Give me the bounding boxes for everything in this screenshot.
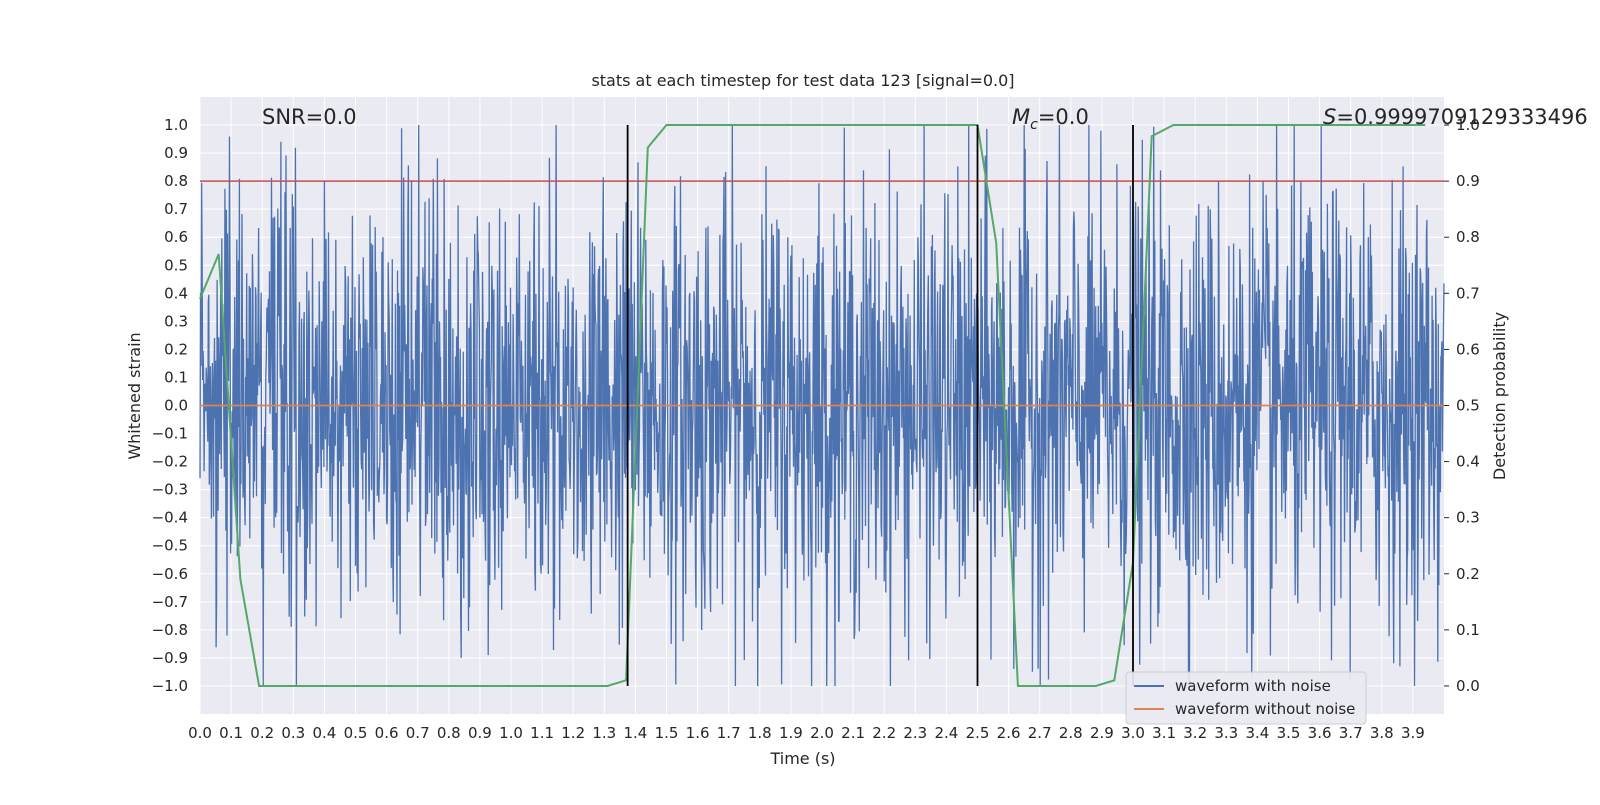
x-tick-label: 0.3 bbox=[281, 724, 305, 742]
y-tick-label: −1.0 bbox=[152, 677, 188, 695]
mc-value: =0.0 bbox=[1038, 105, 1089, 129]
x-tick-label: 3.5 bbox=[1277, 724, 1301, 742]
x-tick-label: 2.1 bbox=[841, 724, 865, 742]
y-tick-label: 0.4 bbox=[164, 284, 188, 302]
s-value: =0.9999709129333496 bbox=[1336, 105, 1587, 129]
x-tick-label: 1.4 bbox=[623, 724, 647, 742]
x-tick-label: 3.2 bbox=[1183, 724, 1207, 742]
y2-tick-label: 0.5 bbox=[1456, 397, 1480, 415]
y2-tick-label: 0.7 bbox=[1456, 284, 1480, 302]
x-tick-label: 0.5 bbox=[344, 724, 368, 742]
s-symbol: S bbox=[1323, 105, 1336, 129]
x-tick-label: 2.9 bbox=[1090, 724, 1114, 742]
y-tick-label: 0.6 bbox=[164, 228, 188, 246]
x-tick-label: 1.2 bbox=[561, 724, 585, 742]
x-tick-label: 3.4 bbox=[1245, 724, 1269, 742]
y-tick-label: −0.1 bbox=[152, 425, 188, 443]
noisy-waveform-line bbox=[199, 124, 1445, 687]
y2-tick-label: 0.3 bbox=[1456, 509, 1480, 527]
y-tick-label: −0.9 bbox=[152, 649, 188, 667]
snr-annotation: SNR=0.0 bbox=[262, 105, 357, 129]
x-axis-label: Time (s) bbox=[769, 749, 835, 768]
y-tick-label: −0.6 bbox=[152, 565, 188, 583]
y-tick-label: 0.2 bbox=[164, 340, 188, 358]
y-axis-label: Whitened strain bbox=[125, 332, 144, 459]
y2-tick-label: 0.9 bbox=[1456, 172, 1480, 190]
y2-tick-label: 0.4 bbox=[1456, 453, 1480, 471]
x-tick-label: 3.7 bbox=[1339, 724, 1363, 742]
x-tick-label: 3.0 bbox=[1121, 724, 1145, 742]
x-tick-label: 0.0 bbox=[188, 724, 212, 742]
legend-label-noisy: waveform with noise bbox=[1175, 677, 1331, 695]
x-tick-label: 1.6 bbox=[686, 724, 710, 742]
x-tick-label: 0.2 bbox=[250, 724, 274, 742]
x-tick-label: 3.6 bbox=[1308, 724, 1332, 742]
x-tick-label: 2.7 bbox=[1028, 724, 1052, 742]
legend-label-clean: waveform without noise bbox=[1175, 700, 1355, 718]
y-tick-label: −0.5 bbox=[152, 537, 188, 555]
x-tick-label: 1.3 bbox=[592, 724, 616, 742]
y2-tick-label: 0.6 bbox=[1456, 340, 1480, 358]
x-tick-label: 3.1 bbox=[1152, 724, 1176, 742]
mc-annotation: Mc=0.0 bbox=[1012, 105, 1089, 133]
y-tick-label: 0.7 bbox=[164, 200, 188, 218]
x-tick-label: 0.7 bbox=[406, 724, 430, 742]
x-tick-label: 2.8 bbox=[1059, 724, 1083, 742]
y-tick-label: −0.3 bbox=[152, 481, 188, 499]
x-tick-label: 1.9 bbox=[779, 724, 803, 742]
x-tick-label: 2.5 bbox=[966, 724, 990, 742]
mc-subscript: c bbox=[1030, 117, 1038, 133]
x-tick-label: 0.4 bbox=[312, 724, 336, 742]
legend-box bbox=[1125, 671, 1367, 725]
plot-content bbox=[199, 124, 1445, 687]
y2-axis-label: Detection probability bbox=[1490, 312, 1509, 480]
y2-tick-label: 0.1 bbox=[1456, 621, 1480, 639]
y2-tick-label: 0.8 bbox=[1456, 228, 1480, 246]
y2-tick-label: 0.2 bbox=[1456, 565, 1480, 583]
chart-title: stats at each timestep for test data 123… bbox=[591, 71, 1014, 90]
x-tick-label: 1.0 bbox=[499, 724, 523, 742]
x-tick-label: 1.7 bbox=[717, 724, 741, 742]
y-tick-label: 0.1 bbox=[164, 368, 188, 386]
ticks: 0.0 0.1 0.2 0.3 0.4 0.5 0.6 0.7 0.8 0.9 1.0 1.1 1.2 1… bbox=[152, 116, 1480, 742]
x-tick-label: 2.2 bbox=[872, 724, 896, 742]
y-tick-label: 0.8 bbox=[164, 172, 188, 190]
y2-tick-label: 0.0 bbox=[1456, 677, 1480, 695]
x-tick-label: 2.3 bbox=[903, 724, 927, 742]
x-tick-label: 2.0 bbox=[810, 724, 834, 742]
x-tick-label: 2.6 bbox=[997, 724, 1021, 742]
x-tick-label: 1.5 bbox=[655, 724, 679, 742]
y-tick-label: 0.3 bbox=[164, 312, 188, 330]
y-tick-label: 1.0 bbox=[164, 116, 188, 134]
x-tick-label: 1.1 bbox=[530, 724, 554, 742]
legend: waveform with noise waveform without noi… bbox=[1125, 671, 1367, 725]
y-tick-label: 0.0 bbox=[164, 397, 188, 415]
x-tick-label: 1.8 bbox=[748, 724, 772, 742]
detection-probability-line bbox=[199, 124, 1426, 687]
x-tick-label: 0.6 bbox=[375, 724, 399, 742]
y-tick-label: 0.5 bbox=[164, 256, 188, 274]
y-tick-label: −0.2 bbox=[152, 453, 188, 471]
y-tick-label: −0.8 bbox=[152, 621, 188, 639]
s-annotation: S=0.9999709129333496 bbox=[1323, 105, 1588, 129]
mc-symbol: M bbox=[1012, 105, 1030, 129]
y-tick-label: 0.9 bbox=[164, 144, 188, 162]
x-tick-label: 0.8 bbox=[437, 724, 461, 742]
y-tick-label: −0.7 bbox=[152, 593, 188, 611]
x-tick-label: 2.4 bbox=[934, 724, 958, 742]
x-tick-label: 0.1 bbox=[219, 724, 243, 742]
x-tick-label: 3.8 bbox=[1370, 724, 1394, 742]
x-tick-label: 0.9 bbox=[468, 724, 492, 742]
x-tick-label: 3.9 bbox=[1401, 724, 1425, 742]
y-tick-label: −0.4 bbox=[152, 509, 188, 527]
y2-tick-label: 1.0 bbox=[1456, 116, 1480, 134]
x-tick-label: 3.3 bbox=[1214, 724, 1238, 742]
